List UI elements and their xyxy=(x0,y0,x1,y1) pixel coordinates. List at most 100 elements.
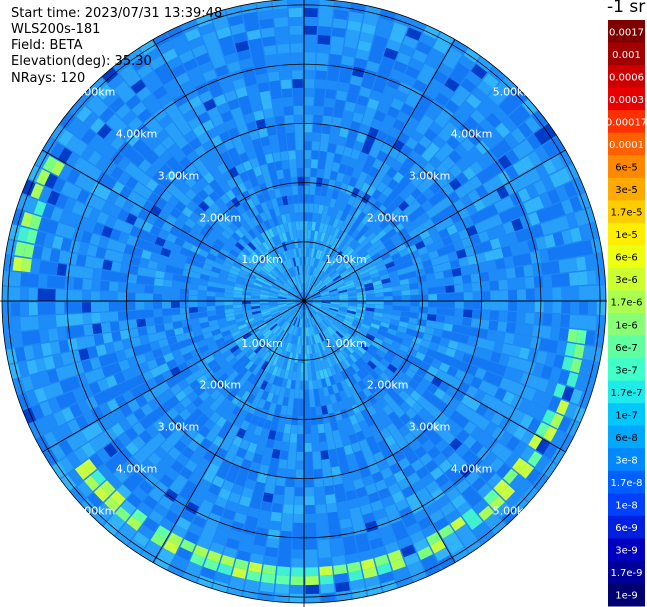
gate-cell xyxy=(359,31,374,44)
gate-cell xyxy=(305,522,317,532)
gate-cell xyxy=(292,287,299,295)
gate-cell xyxy=(561,386,575,402)
gate-cell xyxy=(217,318,227,324)
gate-cell xyxy=(191,408,203,420)
ray-115 xyxy=(225,5,303,293)
gate-cell xyxy=(242,401,252,412)
gate-cell xyxy=(246,168,256,180)
gate-cell xyxy=(263,315,273,322)
gate-cell xyxy=(497,269,508,280)
gate-cell xyxy=(317,34,331,45)
gate-cell xyxy=(102,145,117,160)
gate-cell xyxy=(373,366,384,376)
gate-cell xyxy=(497,170,512,185)
gate-cell xyxy=(376,181,387,193)
gate-cell xyxy=(357,380,367,391)
gate-cell xyxy=(260,360,269,371)
gate-cell xyxy=(233,286,244,292)
gate-cell xyxy=(327,284,337,290)
gate-cell xyxy=(274,17,289,28)
gate-cell xyxy=(2,286,12,301)
gate-cell xyxy=(193,103,207,117)
gate-cell xyxy=(318,332,325,342)
gate-cell xyxy=(131,509,148,524)
gate-cell xyxy=(467,255,478,265)
gate-cell xyxy=(381,341,392,350)
gate-cell xyxy=(106,352,119,365)
gate-cell xyxy=(274,160,283,171)
gate-cell xyxy=(351,272,361,280)
gate-cell xyxy=(291,221,297,231)
gate-cell xyxy=(180,396,192,408)
gate-cell xyxy=(277,303,287,307)
gate-cell xyxy=(455,172,469,186)
gate-cell xyxy=(316,259,322,269)
gate-cell xyxy=(247,470,258,482)
gate-cell xyxy=(383,354,394,364)
gate-cell xyxy=(206,296,216,301)
gate-cell xyxy=(428,301,438,308)
gate-cell xyxy=(300,327,303,337)
gate-cell xyxy=(276,169,284,180)
gate-cell xyxy=(259,294,269,298)
gate-cell xyxy=(173,402,186,414)
gate-cell xyxy=(416,71,432,85)
gate-cell xyxy=(242,291,252,296)
gate-cell xyxy=(454,284,464,293)
gate-cell xyxy=(287,304,297,310)
gate-cell xyxy=(192,369,204,380)
gate-cell xyxy=(259,212,268,222)
gate-cell xyxy=(339,254,348,264)
gate-cell xyxy=(305,513,316,524)
ray-51 xyxy=(307,308,442,577)
gate-cell xyxy=(281,195,289,206)
gate-cell xyxy=(289,290,297,297)
gate-cell xyxy=(93,367,105,381)
gate-cell xyxy=(438,524,454,539)
gate-cell xyxy=(547,339,559,354)
gate-cell xyxy=(237,123,249,136)
gate-cell xyxy=(253,314,263,321)
gate-cell xyxy=(289,267,295,277)
gate-cell xyxy=(310,415,317,426)
gate-cell xyxy=(52,177,66,193)
gate-cell xyxy=(55,276,66,289)
gate-cell xyxy=(369,443,381,455)
gate-cell xyxy=(232,455,244,467)
gate-cell xyxy=(422,333,433,342)
gate-cell xyxy=(251,138,262,149)
gate-cell xyxy=(286,280,293,288)
gate-cell xyxy=(416,396,429,408)
gate-cell xyxy=(462,180,475,194)
gate-cell xyxy=(297,336,301,346)
gate-cell xyxy=(561,356,574,371)
gate-cell xyxy=(286,295,296,299)
gate-cell xyxy=(323,359,330,369)
gate-cell xyxy=(404,353,415,363)
gate-cell xyxy=(291,567,304,577)
gate-cell xyxy=(234,475,247,487)
gate-cell xyxy=(104,249,115,261)
gate-cell xyxy=(321,262,328,272)
gate-cell xyxy=(263,447,273,458)
gate-cell xyxy=(2,271,13,286)
gate-cell xyxy=(199,274,210,281)
gate-cell xyxy=(336,446,346,458)
gate-cell xyxy=(302,274,304,284)
gate-cell xyxy=(211,114,224,127)
gate-cell xyxy=(328,336,336,346)
gate-cell xyxy=(372,315,383,322)
gate-cell xyxy=(273,440,282,451)
gate-cell xyxy=(143,241,155,252)
gate-cell xyxy=(446,301,455,309)
gate-cell xyxy=(595,269,606,285)
gate-cell xyxy=(333,344,341,353)
gate-cell xyxy=(251,195,261,206)
gate-cell xyxy=(49,341,61,355)
gate-cell xyxy=(221,362,232,373)
gate-cell xyxy=(324,278,333,286)
gate-cell xyxy=(237,182,247,194)
gate-cell xyxy=(403,259,414,268)
gate-cell xyxy=(371,341,381,349)
gate-cell xyxy=(110,166,124,181)
